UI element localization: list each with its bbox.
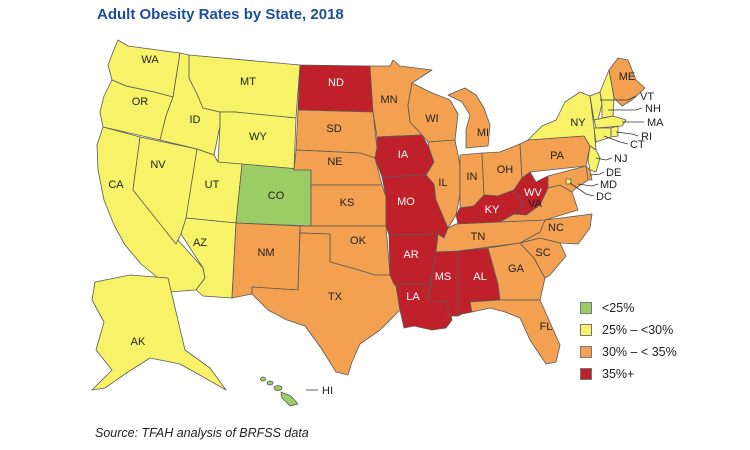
leader-ct: [603, 135, 629, 145]
state-ct: [593, 127, 612, 143]
legend-label: <25%: [602, 300, 635, 315]
label-ms: MS: [435, 271, 452, 283]
state-mi: [447, 87, 491, 149]
label-sc: SC: [535, 247, 550, 259]
leader-vt: [600, 95, 637, 101]
label-nv: NV: [150, 159, 166, 171]
label-ne: NE: [327, 156, 342, 168]
legend-swatch: [580, 323, 592, 336]
label-hi: HI: [322, 385, 333, 397]
label-md: MD: [600, 179, 617, 191]
label-mo: MO: [397, 196, 415, 208]
label-pa: PA: [550, 150, 565, 162]
legend-label: 25% – <30%: [602, 322, 674, 337]
label-nm: NM: [257, 247, 274, 259]
legend-item: 30% – < 35%: [580, 342, 677, 361]
label-dc: DC: [596, 191, 612, 203]
leader-ri: [615, 131, 639, 137]
label-co: CO: [268, 190, 285, 202]
state-hi-islands: [260, 376, 299, 407]
state-hi-island-maui: [273, 385, 283, 391]
label-va: VA: [528, 198, 543, 210]
label-tn: TN: [471, 231, 486, 243]
label-ct: CT: [630, 139, 645, 151]
legend-label: 35%+: [602, 366, 635, 381]
label-mn: MN: [380, 94, 397, 106]
label-wa: WA: [141, 54, 159, 66]
label-wv: WV: [524, 187, 542, 199]
label-ak: AK: [131, 336, 146, 348]
state-nm: [231, 222, 301, 299]
state-ak: [91, 274, 227, 391]
legend-item: <25%: [580, 298, 677, 317]
label-nd: ND: [328, 77, 344, 89]
label-ma: MA: [647, 117, 664, 129]
source-note: Source: TFAH analysis of BRFSS data: [95, 426, 309, 440]
label-id: ID: [190, 114, 201, 126]
label-ar: AR: [403, 249, 418, 261]
legend-item: 25% – <30%: [580, 320, 677, 339]
label-ks: KS: [340, 197, 355, 209]
leader-nh: [608, 107, 643, 111]
state-dc: [565, 178, 572, 185]
label-or: OR: [132, 96, 149, 108]
label-mi: MI: [477, 127, 489, 139]
label-ca: CA: [108, 179, 124, 191]
label-oh: OH: [497, 164, 514, 176]
label-nj: NJ: [614, 153, 627, 165]
legend-item: 35%+: [580, 364, 677, 383]
map-title: Adult Obesity Rates by State, 2018: [97, 6, 344, 23]
label-wi: WI: [425, 113, 438, 125]
label-mt: MT: [240, 76, 256, 88]
label-de: DE: [606, 167, 621, 179]
legend-swatch: [580, 345, 592, 358]
state-fl: [469, 299, 561, 365]
state-tx: [251, 232, 401, 376]
label-tx: TX: [328, 291, 343, 303]
label-sd: SD: [326, 123, 341, 135]
leader-lines: [306, 95, 644, 391]
leader-nj: [595, 157, 613, 161]
state-me: [608, 57, 646, 107]
state-ri: [610, 125, 619, 138]
leader-md: [577, 183, 599, 187]
state-hi-island-oahu: [266, 380, 274, 386]
label-ia: IA: [398, 149, 409, 161]
state-nc: [519, 213, 593, 245]
legend-swatch: [580, 367, 592, 380]
state-nj: [587, 145, 601, 173]
state-hi: [280, 391, 299, 407]
state-ma: [593, 115, 627, 129]
legend: <25% 25% – <30% 30% – < 35% 35%+: [580, 298, 677, 386]
label-nh: NH: [645, 103, 661, 115]
leader-dc: [569, 182, 595, 197]
label-ny: NY: [570, 117, 586, 129]
state-hi-island-kauai: [260, 376, 266, 382]
label-ok: OK: [350, 235, 367, 247]
label-wy: WY: [249, 131, 267, 143]
label-ky: KY: [485, 204, 500, 216]
legend-swatch: [580, 301, 592, 314]
label-vt: VT: [640, 91, 654, 103]
label-ut: UT: [205, 179, 220, 191]
label-ri: RI: [641, 131, 652, 143]
label-il: IL: [438, 177, 447, 189]
label-in: IN: [467, 171, 478, 183]
label-ga: GA: [508, 263, 525, 275]
label-me: ME: [619, 71, 636, 83]
legend-label: 30% – < 35%: [602, 344, 677, 359]
leader-de: [589, 171, 605, 176]
label-la: LA: [406, 291, 420, 303]
label-nc: NC: [548, 222, 564, 234]
label-al: AL: [473, 271, 486, 283]
state-il: [425, 139, 461, 229]
label-fl: FL: [540, 321, 553, 333]
label-az: AZ: [193, 237, 207, 249]
state-vt: [589, 91, 603, 121]
